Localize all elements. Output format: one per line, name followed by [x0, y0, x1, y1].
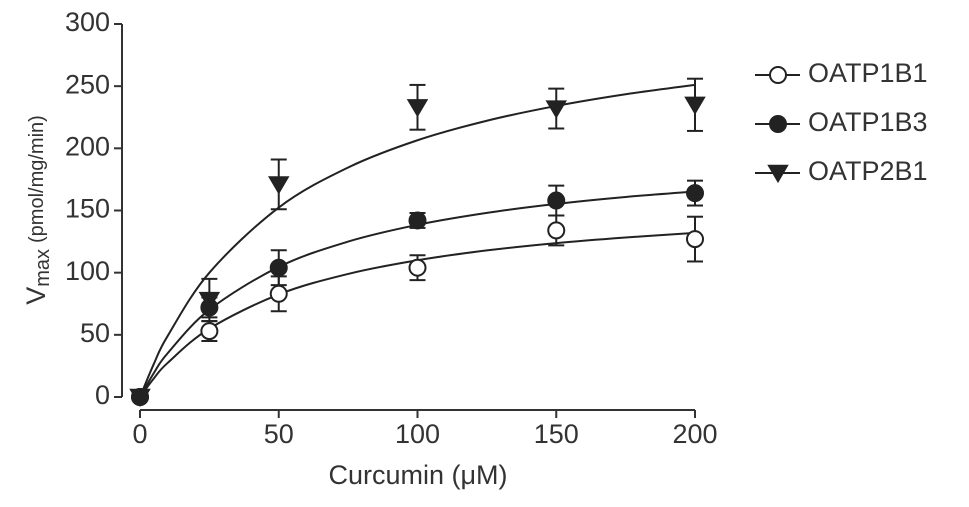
data-point	[547, 191, 566, 210]
y-tick-label: 250	[65, 69, 110, 99]
x-axis-label: Curcumin (μM)	[328, 460, 507, 490]
data-point	[408, 211, 427, 230]
data-point	[545, 100, 567, 119]
x-tick-label: 50	[264, 419, 294, 449]
legend-marker	[767, 164, 789, 184]
data-point	[686, 184, 704, 203]
fit-curve	[139, 83, 696, 398]
legend-label: OATP1B3	[808, 107, 928, 137]
data-point	[406, 99, 429, 118]
legend-label: OATP2B1	[808, 156, 928, 186]
y-tick-label: 100	[65, 256, 110, 286]
y-label-symbol: V	[21, 287, 51, 305]
data-point	[198, 291, 221, 311]
data-point	[129, 388, 151, 408]
y-label-unit: (pmol/mg/min)	[26, 115, 48, 243]
x-tick-label: 0	[132, 419, 147, 449]
data-point	[200, 322, 219, 341]
y-tick-label: 0	[95, 380, 110, 410]
legend-marker	[769, 115, 787, 133]
data-point	[684, 96, 706, 115]
y-tick-label: 300	[65, 7, 110, 37]
x-tick-label: 200	[672, 419, 717, 449]
fit-curve	[139, 190, 696, 398]
y-label-subscript: max	[32, 249, 54, 287]
fit-curve	[139, 231, 696, 398]
x-tick-label: 100	[395, 419, 440, 449]
data-point	[269, 258, 288, 277]
data-point	[686, 230, 704, 249]
data-point	[408, 258, 427, 277]
y-tick-label: 50	[80, 318, 110, 348]
y-tick-label: 150	[65, 194, 110, 224]
data-point	[269, 284, 288, 303]
data-point	[547, 221, 566, 240]
x-tick-label: 150	[534, 419, 579, 449]
y-axis-label: Vmax (pmol/mg/min)	[21, 115, 54, 305]
data-point	[268, 176, 290, 195]
legend-label: OATP1B1	[808, 58, 928, 88]
y-tick-label: 200	[65, 131, 110, 161]
legend-marker	[769, 66, 787, 84]
